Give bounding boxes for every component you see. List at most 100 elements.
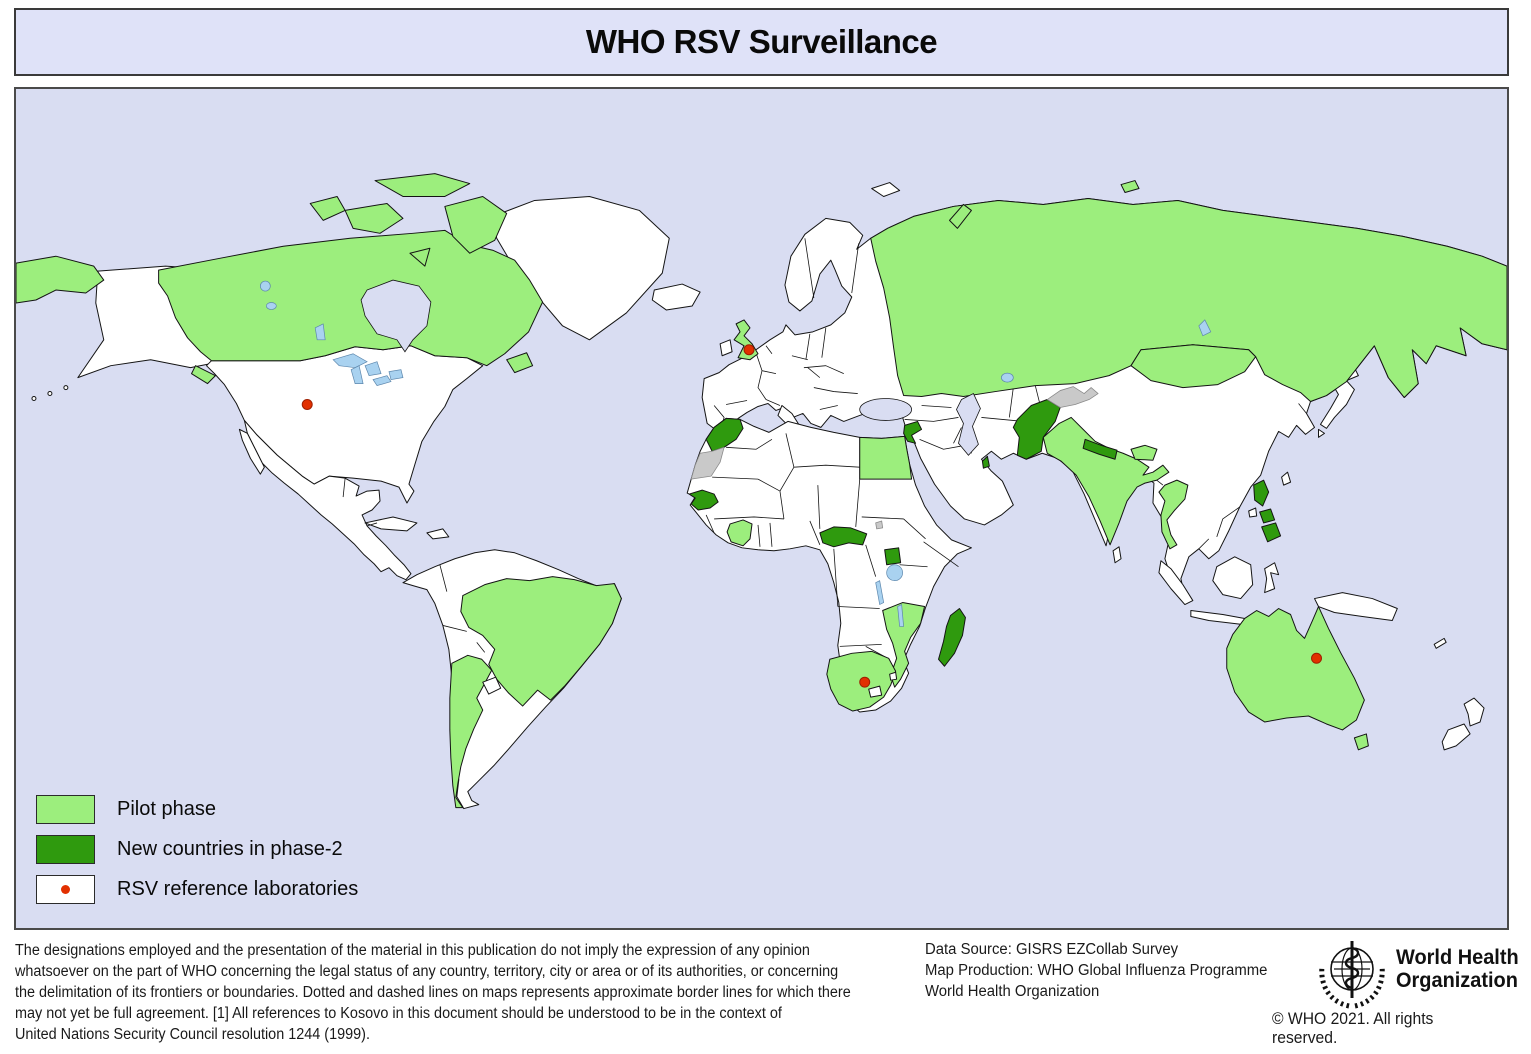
cuba [364,516,418,532]
country-canada-banks-island [309,195,346,221]
country-canada-newfoundland [506,352,534,374]
pilot-phase-swatch [36,795,95,824]
rsv-labs-swatch [36,875,95,904]
phase2-swatch [36,835,95,864]
lab-dot-south-africa [859,676,871,688]
disputed-areas [690,386,1099,530]
country-mozambique [882,602,926,688]
red-dot-icon [61,885,70,894]
data-source-text: Data Source: GISRS EZCollab Survey Map P… [925,941,1268,1000]
country-thailand [1158,479,1189,550]
area-western-sahara [690,446,725,480]
country-lesotho [868,685,883,698]
sumatra [1158,560,1194,606]
lake-michigan [350,365,364,384]
lake-erie [372,375,392,386]
title-bar: WHO RSV Surveillance [14,8,1509,76]
lake-superior [332,353,368,369]
lab-dot-australia [1311,652,1322,664]
legend-item-phase2: New countries in phase-2 [36,835,358,864]
country-central-african-republic [819,526,868,548]
great-bear-lake [259,280,271,292]
lab-dot-united-kingdom [743,344,755,356]
who-name-line1: World Health [1396,946,1519,969]
country-philippines-mindanao [1261,522,1282,543]
country-australia [1226,606,1365,731]
pilot-phase-countries [16,173,1507,809]
country-cote-divoire [726,519,753,547]
lake-malawi [897,604,905,627]
taiwan [1281,471,1292,486]
country-brazil [460,576,622,707]
black-sea [859,398,912,421]
country-senegal [688,489,719,511]
page-title: WHO RSV Surveillance [585,23,938,60]
country-canada-baffin [444,195,508,254]
hispaniola [426,528,450,540]
legend-item-pilot-phase: Pilot phase [36,795,358,824]
new-guinea [1314,592,1398,621]
country-mongolia [1130,344,1257,389]
country-canada-southampton [409,247,431,267]
country-madagascar [938,608,966,667]
mexico-central-america [243,419,412,581]
lab-dot-usa [301,399,313,410]
country-uganda [884,547,902,566]
hudson-bay [360,279,432,353]
country-pakistan [1012,399,1061,460]
svalbard [871,182,901,197]
legend-item-rsv-labs: RSV reference laboratories [36,875,358,904]
legend: Pilot phase New countries in phase-2 RSV… [36,795,358,915]
disclaimer-text: The designations employed and the presen… [15,942,851,1043]
country-argentina-chile [449,654,493,809]
rsv-labs-label: RSV reference laboratories [117,878,359,900]
country-russia-chukotka [16,255,105,304]
country-egypt [859,435,913,480]
honshu [1320,380,1355,429]
new-zealand-north [1463,697,1485,727]
country-canada-vancouver-island [191,365,216,385]
country-philippines-luzon [1253,479,1270,507]
phase2-label: New countries in phase-2 [117,838,343,860]
lake-victoria [886,564,903,582]
kyushu [1318,428,1325,438]
country-philippines-visayas [1259,508,1276,524]
copyright-text: © WHO 2021. All rights reserved. [1272,1010,1434,1047]
country-russia-severnaya-zemlya [1120,180,1140,194]
ireland [719,339,733,357]
country-borders [342,238,1307,659]
baja-california [238,428,265,475]
footer: The designations employed and the presen… [0,930,1531,1054]
phase2-countries [688,399,1282,667]
hainan [1248,507,1258,518]
lake-winnipeg [314,323,326,341]
sri-lanka [1112,546,1122,564]
who-name-line2: Organization [1396,969,1518,992]
lake-huron [364,361,382,377]
water-bodies [259,279,1212,627]
lake-baikal [1198,319,1212,337]
country-russia-novaya-zemlya [948,203,972,229]
country-qatar [981,455,990,469]
new-caledonia [1433,637,1447,649]
area-abyei [875,520,884,530]
country-russia [870,197,1507,403]
new-zealand-south [1441,723,1471,751]
country-india [1042,416,1170,546]
who-logo-block: World Health Organization [1316,938,1525,1010]
country-canada-ellesmere [374,173,471,197]
country-nepal [1082,438,1118,460]
world-map-panel: Pilot phase New countries in phase-2 RSV… [14,87,1509,930]
world-map [16,89,1507,928]
country-canada-victoria-island [344,202,404,234]
country-uruguay [482,676,502,695]
country-bhutan [1130,444,1158,461]
borneo [1212,556,1254,600]
country-canada [158,229,544,367]
aral-sea [1001,372,1014,383]
who-logo-icon [1319,941,1385,1009]
great-slave-lake [265,302,277,310]
rsv-reference-lab-dots [301,344,1322,688]
caspian-sea [956,393,981,456]
lake-tanganyika [875,580,885,606]
